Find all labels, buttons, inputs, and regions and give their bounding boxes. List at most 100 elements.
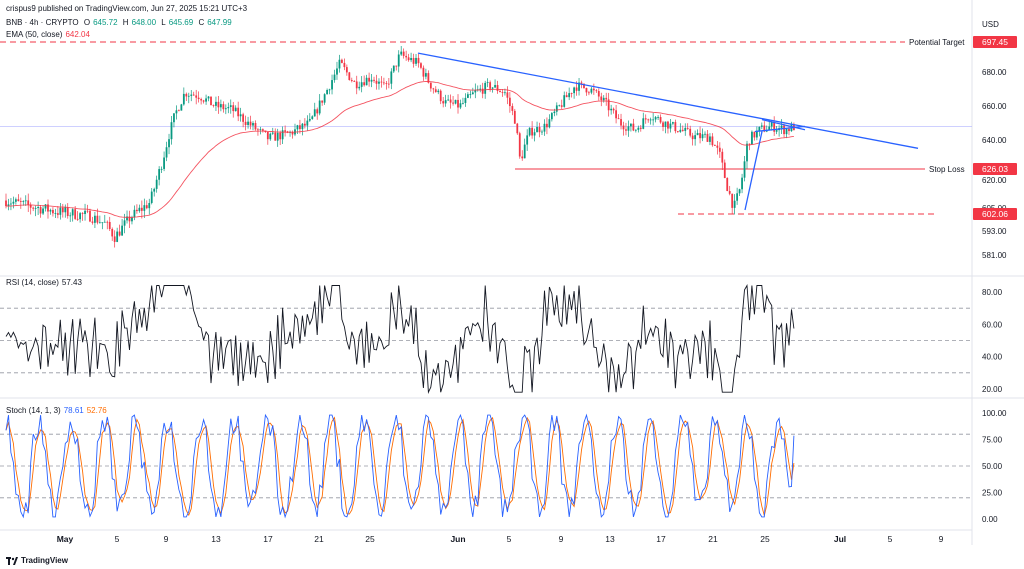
candle-body bbox=[657, 117, 659, 118]
candle-body bbox=[192, 94, 195, 96]
candle-body bbox=[459, 103, 462, 108]
candle-body bbox=[387, 83, 390, 85]
candle-body bbox=[140, 207, 143, 211]
candle-body bbox=[704, 133, 706, 135]
candle-body bbox=[49, 209, 52, 212]
candle-body bbox=[513, 110, 516, 124]
candle-body bbox=[229, 105, 232, 107]
candle-body bbox=[447, 99, 450, 101]
candle-body bbox=[237, 107, 240, 117]
candle-body bbox=[121, 225, 123, 236]
candle-body bbox=[66, 207, 69, 217]
candle-body bbox=[699, 133, 701, 139]
candle-body bbox=[437, 90, 440, 93]
time-tick-label: 13 bbox=[211, 534, 221, 544]
candle-body bbox=[595, 90, 598, 92]
candle-body bbox=[170, 122, 173, 140]
candle-body bbox=[321, 100, 324, 103]
candle-body bbox=[573, 87, 575, 94]
candle-body bbox=[494, 85, 496, 88]
candle-body bbox=[610, 108, 613, 111]
candle-body bbox=[306, 120, 309, 126]
candle-body bbox=[368, 77, 370, 82]
candle-body bbox=[397, 54, 400, 67]
rsi-legend[interactable]: RSI (14, close) 57.43 bbox=[6, 278, 82, 287]
candle-body bbox=[499, 90, 501, 92]
candle-body bbox=[59, 207, 62, 215]
time-tick-label: Jun bbox=[450, 534, 465, 544]
candle-body bbox=[259, 129, 262, 131]
time-tick-label: 13 bbox=[605, 534, 615, 544]
candle-body bbox=[69, 215, 72, 217]
candle-body bbox=[12, 201, 15, 204]
candle-body bbox=[602, 97, 605, 101]
candle-body bbox=[457, 99, 459, 108]
candle-body bbox=[197, 97, 200, 100]
candle-body bbox=[632, 123, 635, 131]
candle-body bbox=[432, 88, 435, 90]
candle-body bbox=[696, 133, 699, 136]
candle-body bbox=[17, 199, 20, 202]
candle-body bbox=[19, 201, 22, 202]
level-price-badge-label: 602.06 bbox=[982, 209, 1008, 219]
candle-body bbox=[341, 59, 343, 63]
rsi-tick-label: 40.00 bbox=[982, 353, 1003, 362]
candle-body bbox=[681, 129, 684, 131]
candle-body bbox=[691, 135, 694, 140]
candle-body bbox=[773, 122, 776, 132]
candle-body bbox=[718, 147, 721, 152]
candle-body bbox=[664, 121, 667, 127]
symbol-label[interactable]: BNB · 4h · CRYPTO bbox=[6, 18, 79, 27]
tradingview-brand[interactable]: TradingView bbox=[6, 556, 68, 565]
candle-body bbox=[427, 73, 430, 83]
candle-body bbox=[373, 79, 375, 81]
candle-body bbox=[741, 177, 743, 190]
candle-body bbox=[385, 83, 388, 85]
candle-body bbox=[543, 123, 546, 132]
candle-body bbox=[504, 92, 506, 94]
candle-body bbox=[563, 95, 566, 107]
stoch-tick-label: 25.00 bbox=[982, 489, 1003, 498]
candle-body bbox=[392, 65, 395, 72]
candle-body bbox=[173, 113, 175, 123]
candle-body bbox=[71, 209, 74, 216]
candle-body bbox=[215, 101, 217, 106]
candle-body bbox=[10, 203, 12, 205]
candle-body bbox=[299, 125, 301, 130]
candle-body bbox=[578, 82, 580, 91]
candle-body bbox=[185, 93, 188, 97]
candle-body bbox=[363, 82, 366, 86]
candle-body bbox=[709, 136, 711, 142]
candle-body bbox=[679, 129, 682, 132]
candle-body bbox=[94, 215, 96, 223]
candle-body bbox=[108, 221, 111, 229]
candle-body bbox=[353, 81, 356, 82]
ema-legend[interactable]: EMA (50, close) 642.04 bbox=[6, 30, 90, 39]
candle-body bbox=[32, 207, 35, 209]
time-tick-label: 5 bbox=[507, 534, 512, 544]
candle-body bbox=[5, 200, 7, 207]
candle-body bbox=[585, 87, 588, 93]
candle-body bbox=[484, 82, 487, 94]
level-price-badge-label: 626.03 bbox=[982, 164, 1008, 174]
candle-body bbox=[113, 236, 116, 242]
candle-body bbox=[612, 108, 615, 111]
candle-body bbox=[528, 127, 531, 136]
candle-body bbox=[313, 109, 316, 117]
candle-body bbox=[79, 213, 81, 220]
candle-body bbox=[466, 94, 469, 98]
price-tick-label: 640.00 bbox=[982, 136, 1007, 145]
time-tick-label: 21 bbox=[708, 534, 718, 544]
candle-body bbox=[711, 136, 714, 146]
time-tick-label: 17 bbox=[656, 534, 666, 544]
candle-body bbox=[496, 85, 499, 91]
candle-body bbox=[489, 82, 492, 89]
candle-body bbox=[516, 123, 519, 134]
candle-body bbox=[723, 162, 726, 178]
stoch-legend[interactable]: Stoch (14, 1, 3) 78.61 52.76 bbox=[6, 406, 107, 415]
candle-body bbox=[429, 82, 432, 89]
candle-body bbox=[412, 58, 415, 64]
candle-body bbox=[785, 128, 788, 135]
candle-body bbox=[570, 93, 573, 94]
candle-body bbox=[644, 118, 647, 120]
